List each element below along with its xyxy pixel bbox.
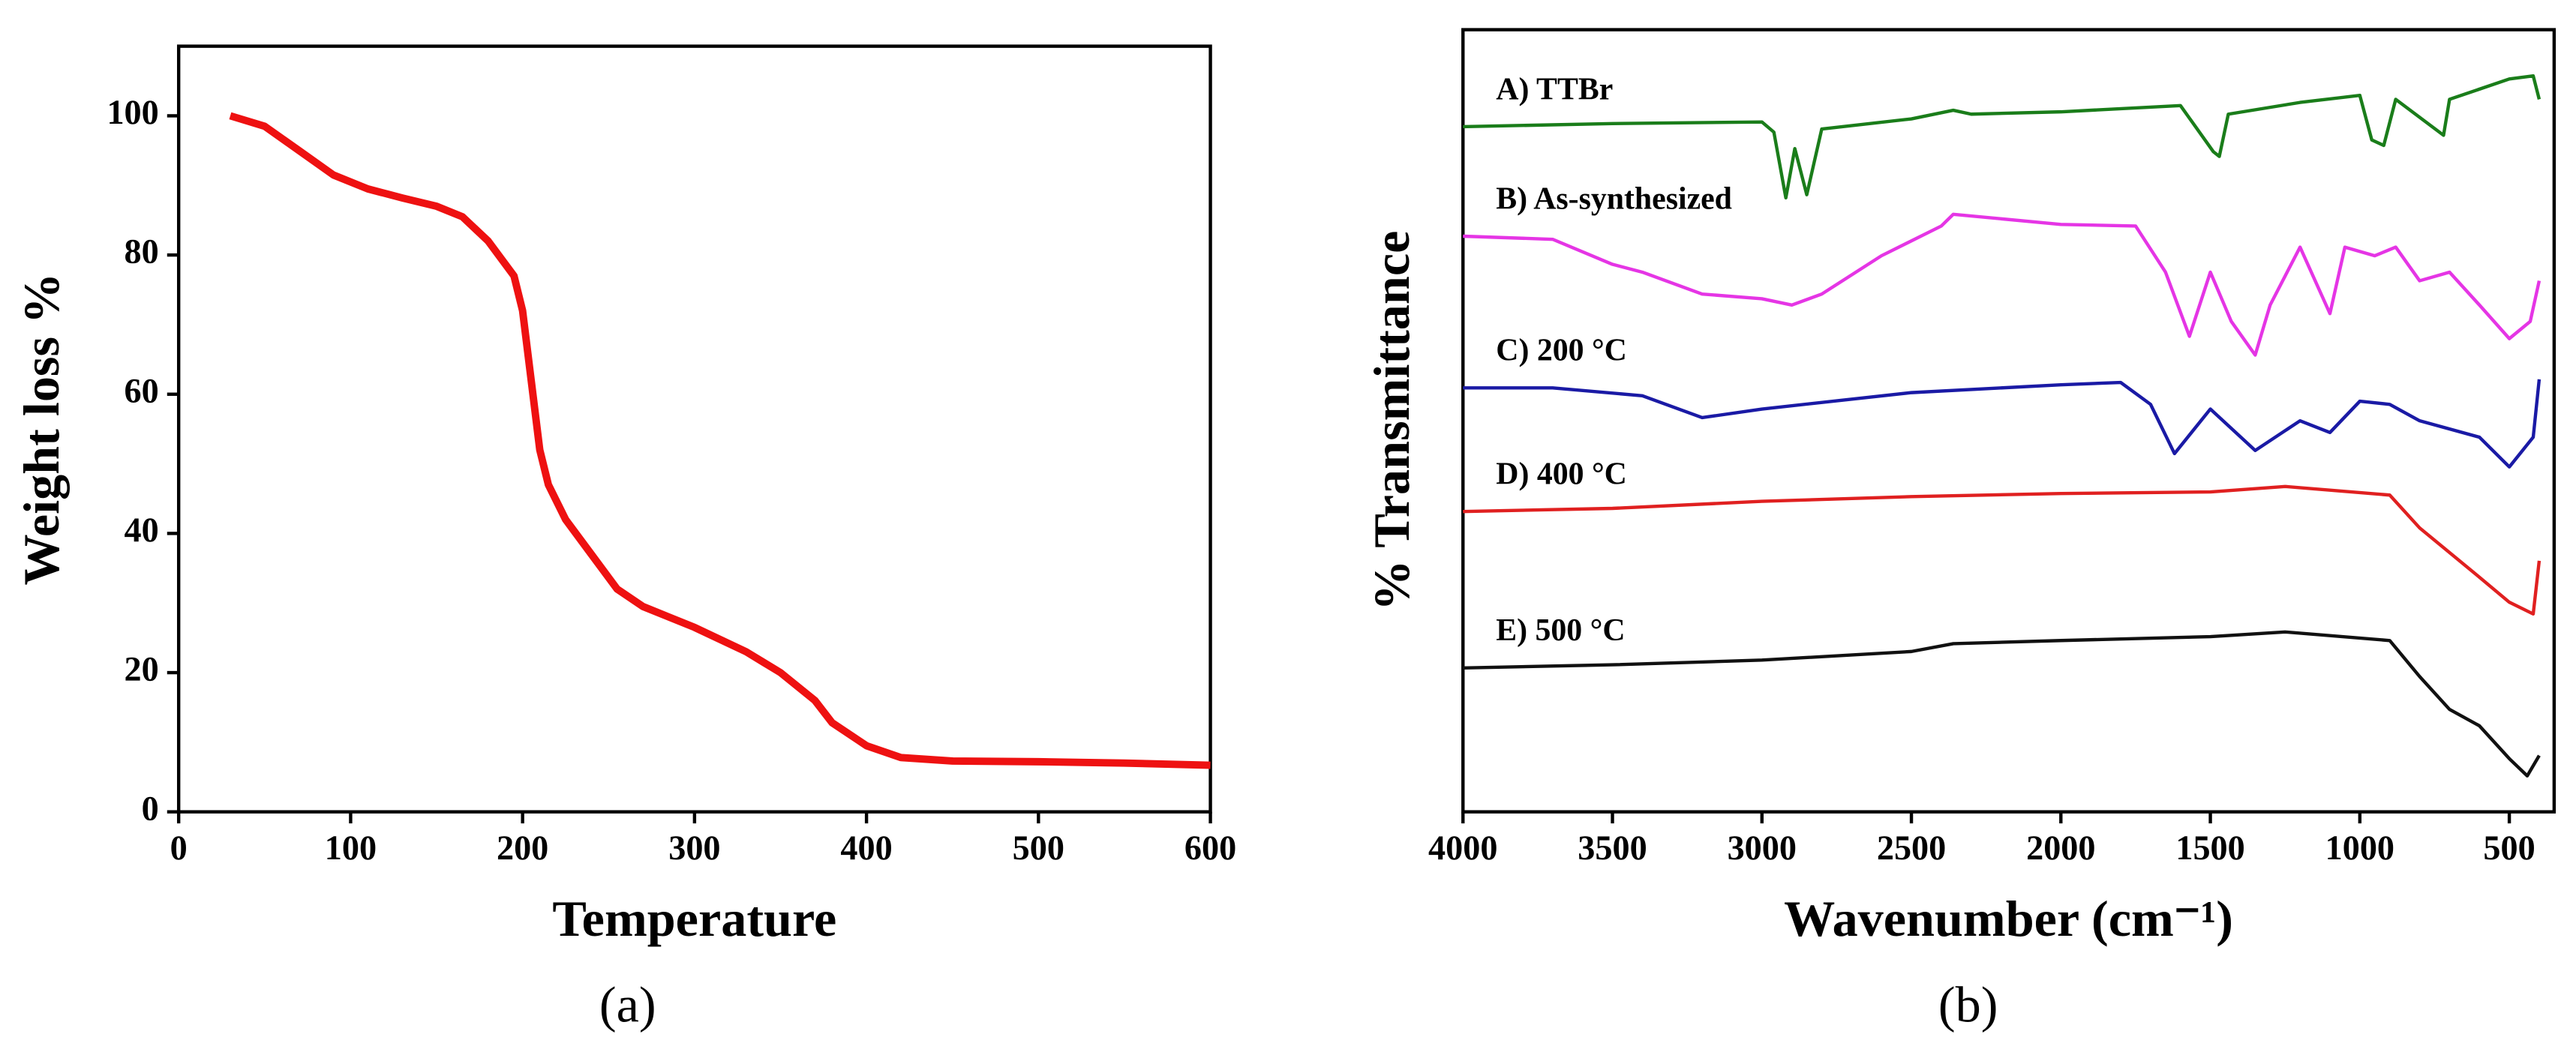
x-tick-label: 3000 [1728,829,1797,867]
y-tick-label: 100 [107,93,158,131]
caption: (a) [599,976,656,1033]
x-tick-label: 0 [170,829,188,867]
x-tick-label: 500 [1013,829,1064,867]
x-tick-label: 500 [2483,829,2535,867]
y-tick-label: 60 [125,371,159,409]
x-axis-label: Wavenumber (cm⁻¹) [1784,890,2233,947]
y-tick-label: 0 [142,789,159,827]
x-tick-label: 200 [497,829,548,867]
series-label: D) 400 °C [1496,457,1627,492]
y-axis-label: % Transmittance [1363,231,1420,611]
data-line [1463,379,2541,469]
x-tick-label: 1000 [2325,829,2394,867]
data-line [229,112,1211,769]
plot-frame [176,44,1212,814]
data-line [1463,212,2541,357]
data-line [1463,484,2541,616]
x-tick-label: 2500 [1877,829,1946,867]
plot-frame [1461,28,2556,814]
x-tick-label: 3500 [1578,829,1647,867]
x-tick-label: 100 [325,829,377,867]
y-tick-label: 80 [125,232,159,271]
x-tick-label: 4000 [1428,829,1497,867]
x-tick-label: 600 [1184,829,1236,867]
caption: (b) [1938,976,1998,1033]
series-label: B) As-synthesized [1496,181,1732,216]
x-tick-label: 2000 [2026,829,2095,867]
y-tick-label: 20 [125,650,159,688]
x-tick-label: 300 [668,829,720,867]
y-axis-label: Weight loss % [13,273,70,586]
x-tick-label: 400 [840,829,892,867]
x-axis-label: Temperature [552,890,836,947]
data-line [1463,630,2541,778]
x-tick-label: 1500 [2175,829,2244,867]
series-label: E) 500 °C [1496,613,1625,648]
series-label: A) TTBr [1496,72,1613,106]
series-label: C) 200 °C [1496,334,1627,368]
y-tick-label: 40 [125,511,159,549]
data-line [1463,73,2541,200]
